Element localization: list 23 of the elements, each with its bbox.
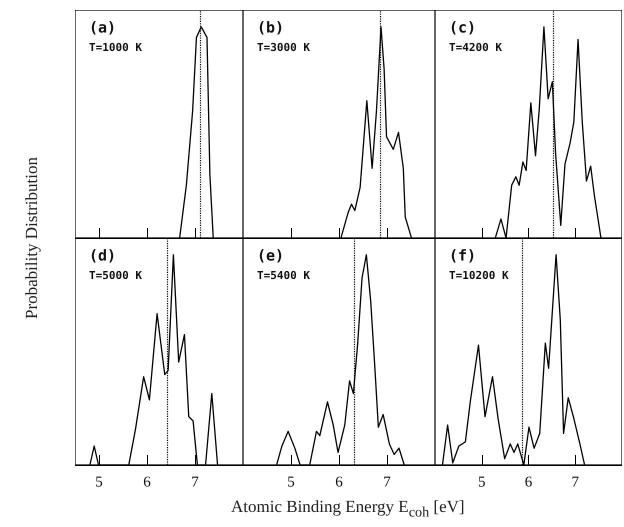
- y-axis-title: Probability Distribution: [22, 157, 42, 319]
- x-tick-label: 5: [287, 474, 295, 490]
- x-tick-label: 6: [143, 474, 152, 490]
- annotation: T=1000 K: [89, 41, 142, 54]
- x-tick-label: 5: [95, 474, 103, 490]
- x-tick-label: 7: [191, 474, 200, 490]
- annotation: (d): [89, 246, 116, 264]
- x-tick-label: 5: [478, 474, 486, 490]
- annotation: T=5000 K: [89, 269, 142, 282]
- annotation: (a): [89, 18, 116, 36]
- annotation: T=10200 K: [449, 269, 509, 282]
- annotation: (e): [257, 246, 284, 264]
- annotation: (b): [257, 18, 284, 36]
- x-tick-label: 7: [383, 474, 392, 490]
- annotation: T=3000 K: [257, 41, 310, 54]
- x-tick-label: 6: [335, 474, 344, 490]
- annotation: (c): [449, 18, 476, 36]
- x-axis-title: Atomic Binding Energy E$_{coh}$ [eV]: [231, 497, 465, 522]
- annotation: (f): [449, 246, 476, 264]
- annotation: T=5400 K: [257, 269, 310, 282]
- annotation: T=4200 K: [449, 41, 502, 54]
- x-tick-label: 7: [572, 474, 580, 490]
- x-tick-label: 6: [524, 474, 533, 490]
